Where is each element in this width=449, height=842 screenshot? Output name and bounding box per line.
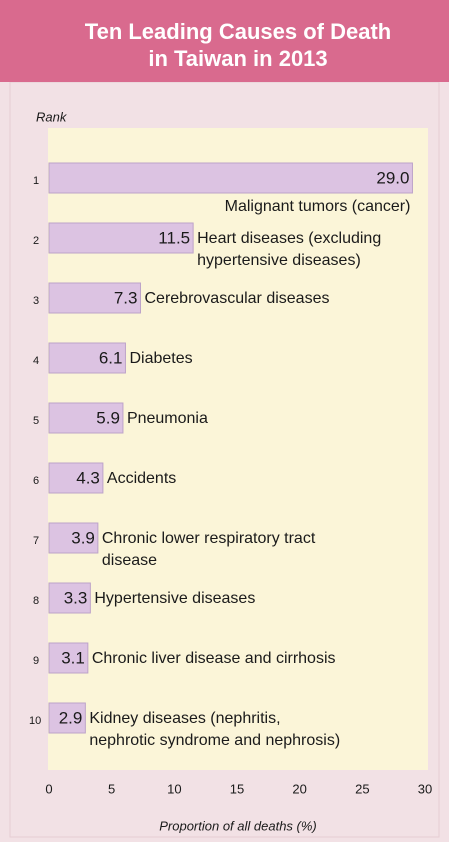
rank-label: 6 [33,475,39,487]
y-axis-label: Rank [36,109,68,124]
bar [48,642,89,674]
x-tick-label: 10 [167,781,181,796]
bar [48,162,413,194]
value-label: 2.9 [59,708,83,727]
category-label: Chronic lower respiratory tract disease [102,530,316,569]
value-label: 3.9 [71,528,95,547]
bar [48,342,126,374]
bar [48,462,104,494]
bar [48,222,194,254]
category-label: Accidents [107,470,176,487]
value-label: 11.5 [158,228,190,247]
category-label: Hypertensive diseases [94,590,255,607]
category-label: Cerebrovascular diseases [144,290,329,307]
rank-label: 7 [33,535,39,547]
rank-label: 2 [33,235,39,247]
x-tick-label: 0 [45,781,52,796]
category-label: Pneumonia [127,410,208,427]
bar [48,582,91,614]
bar [48,402,124,434]
chart-title: Ten Leading Causes of Death in Taiwan in … [85,19,391,71]
rank-label: 3 [33,295,39,307]
bar [48,522,99,554]
title-banner [0,0,449,82]
category-label: Kidney diseases (nephritis, nephrotic syn… [89,710,340,749]
value-label: 6.1 [99,348,123,367]
bar [48,282,141,314]
value-label: 3.3 [64,588,88,607]
category-label: Malignant tumors (cancer) [225,198,411,215]
rank-label: 9 [33,655,39,667]
value-label: 7.3 [114,288,138,307]
rank-label: 1 [33,175,39,187]
value-label: 3.1 [61,648,85,667]
value-label: 5.9 [96,408,120,427]
bar [48,702,86,734]
rank-label: 10 [29,715,41,727]
category-label: Diabetes [129,350,192,367]
value-label: 29.0 [376,168,409,187]
x-tick-label: 30 [418,781,432,796]
category-label: Chronic liver disease and cirrhosis [92,650,336,667]
x-axis-label: Proportion of all deaths (%) [159,818,317,833]
value-label: 4.3 [76,468,100,487]
rank-label: 5 [33,415,39,427]
x-tick-label: 5 [108,781,115,796]
x-tick-label: 20 [292,781,306,796]
x-tick-label: 25 [355,781,369,796]
x-tick-label: 15 [230,781,244,796]
category-label: Heart diseases (excluding hypertensive di… [197,230,381,269]
rank-label: 4 [33,355,39,367]
rank-label: 8 [33,595,39,607]
